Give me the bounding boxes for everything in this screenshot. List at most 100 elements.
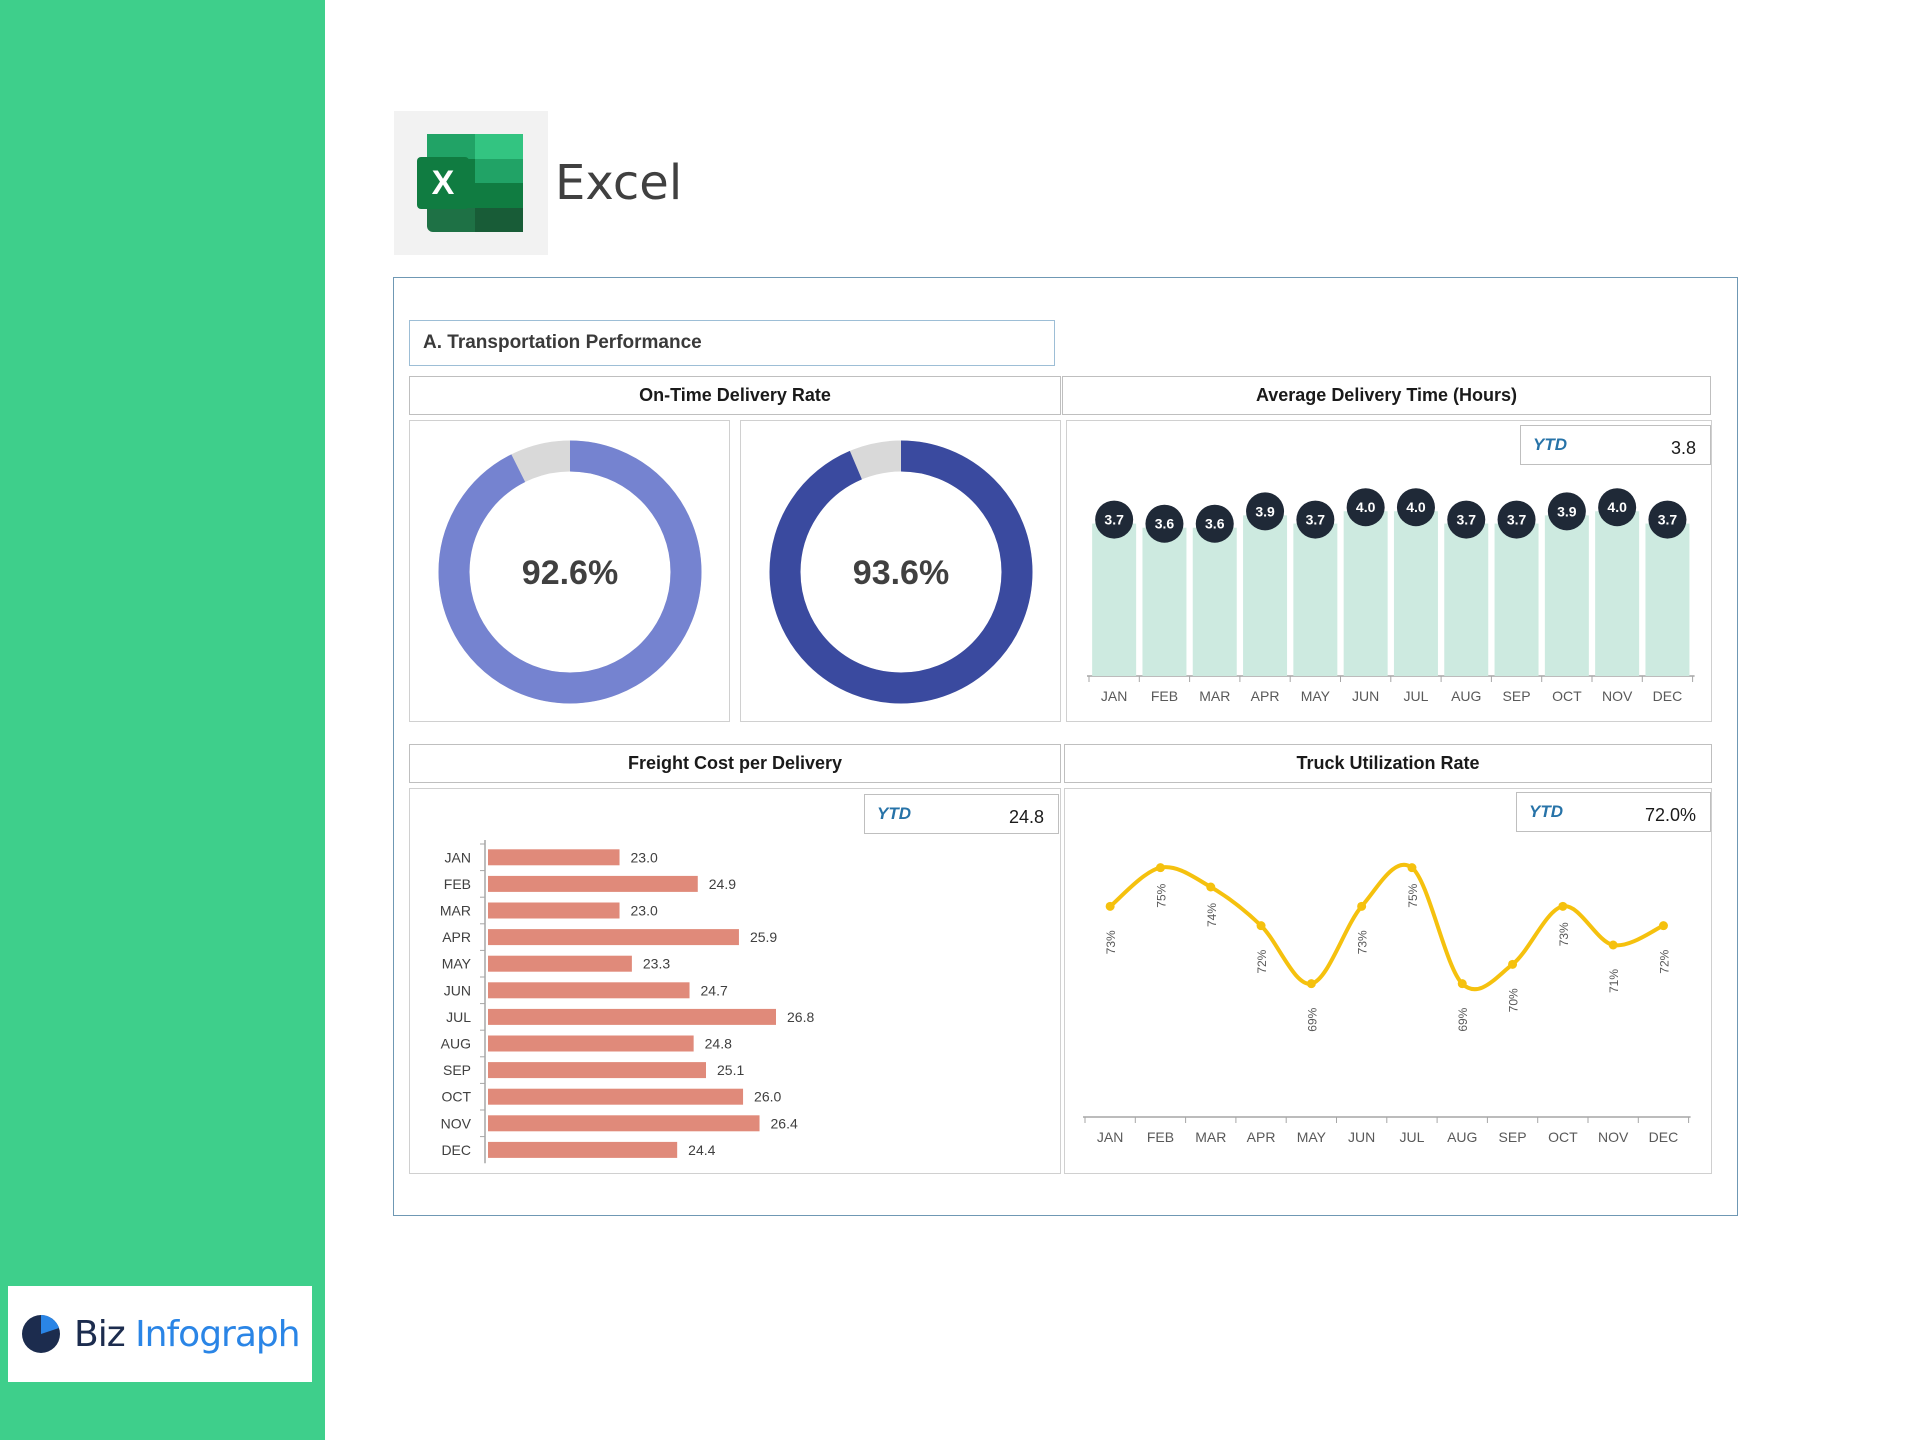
point-jan bbox=[1105, 901, 1115, 911]
donut-chart-2: 93.6% bbox=[769, 440, 1033, 704]
x-tick-label: FEB bbox=[1151, 688, 1178, 704]
bar-oct bbox=[488, 1088, 744, 1105]
excel-x-letter: X bbox=[432, 164, 455, 202]
truck-line-chart: 73% JAN 75% FEB 74% MAR 72% APR 69% MAY 73% JUN 75% J… bbox=[1083, 862, 1691, 1145]
bar-sep bbox=[1494, 523, 1539, 676]
y-tick-label: JUL bbox=[446, 1009, 471, 1025]
bar-sep bbox=[488, 1062, 706, 1079]
avg-time-bar-chart: 3.7 JAN 3.6 FEB 3.6 MAR 3.9 APR 3.7 MAY 4.0 JUN 4.0 J… bbox=[1087, 488, 1695, 704]
point-nov bbox=[1608, 940, 1618, 950]
point-may bbox=[1306, 979, 1316, 989]
data-label: 24.9 bbox=[709, 876, 736, 892]
point-aug bbox=[1457, 979, 1467, 989]
x-tick-label: JUN bbox=[1348, 1129, 1375, 1145]
bar-aug bbox=[1444, 523, 1489, 676]
section-title: A. Transportation Performance bbox=[409, 320, 1055, 366]
data-label-bubble bbox=[1497, 500, 1536, 539]
bar-mar bbox=[1192, 527, 1237, 676]
x-tick-label: NOV bbox=[1598, 1129, 1629, 1145]
bar-may bbox=[488, 955, 632, 972]
freight-panel: JAN 23.0 FEB 24.9 MAR 23.0 APR 25.9 MAY 23.3 JUN 24… bbox=[409, 788, 1061, 1174]
y-tick-label: DEC bbox=[441, 1142, 471, 1158]
data-label: 24.7 bbox=[701, 982, 728, 998]
ytd-label: YTD bbox=[877, 804, 911, 823]
data-label: 23.0 bbox=[631, 903, 658, 919]
data-label: 3.9 bbox=[1255, 503, 1275, 519]
data-label: 24.4 bbox=[688, 1142, 715, 1158]
data-label: 3.7 bbox=[1658, 512, 1678, 528]
donut-panel-1: 92.6% bbox=[409, 420, 730, 722]
y-tick-label: APR bbox=[442, 929, 471, 945]
point-apr bbox=[1256, 921, 1266, 931]
bar-mar bbox=[488, 902, 620, 919]
data-label-bubble bbox=[1648, 500, 1687, 539]
y-tick-label: AUG bbox=[441, 1036, 471, 1052]
x-tick-label: FEB bbox=[1147, 1129, 1174, 1145]
ytd-value: 24.8 bbox=[1008, 807, 1044, 827]
donut-value-slice bbox=[438, 440, 702, 704]
data-label: 24.8 bbox=[705, 1036, 732, 1052]
data-label: 73% bbox=[1356, 930, 1370, 954]
bar-jan bbox=[488, 849, 620, 866]
bar-jul bbox=[488, 1008, 776, 1025]
data-label-bubble bbox=[1396, 488, 1435, 527]
data-label: 74% bbox=[1205, 903, 1219, 927]
y-tick-label: FEB bbox=[444, 876, 471, 892]
data-label: 72% bbox=[1657, 949, 1671, 973]
point-mar bbox=[1206, 882, 1216, 892]
freight-title: Freight Cost per Delivery bbox=[409, 744, 1061, 783]
ytd-label: YTD bbox=[1529, 802, 1563, 821]
x-tick-label: JUL bbox=[1399, 1129, 1424, 1145]
bar-jan bbox=[1092, 523, 1137, 676]
data-label: 25.9 bbox=[750, 929, 777, 945]
y-tick-label: MAR bbox=[440, 903, 471, 919]
bar-nov bbox=[488, 1115, 760, 1132]
ytd-label: YTD bbox=[1533, 435, 1567, 454]
bar-jul bbox=[1393, 511, 1438, 676]
data-label: 25.1 bbox=[717, 1062, 744, 1078]
x-tick-label: AUG bbox=[1451, 688, 1481, 704]
bar-may bbox=[1293, 523, 1338, 676]
data-label: 26.8 bbox=[787, 1009, 814, 1025]
bar-oct bbox=[1544, 515, 1589, 676]
bar-jun bbox=[488, 982, 690, 999]
data-label: 4.0 bbox=[1356, 499, 1376, 515]
x-tick-label: APR bbox=[1251, 688, 1280, 704]
data-label: 70% bbox=[1507, 988, 1521, 1012]
x-tick-label: DEC bbox=[1653, 688, 1683, 704]
point-sep bbox=[1508, 959, 1518, 969]
x-tick-label: DEC bbox=[1649, 1129, 1679, 1145]
donut-center-label: 93.6% bbox=[853, 554, 949, 592]
data-label-bubble bbox=[1246, 492, 1285, 531]
data-label: 75% bbox=[1406, 883, 1420, 907]
data-label: 26.0 bbox=[754, 1089, 781, 1105]
data-label: 75% bbox=[1154, 883, 1168, 907]
data-label: 3.9 bbox=[1557, 503, 1577, 519]
data-label: 71% bbox=[1607, 969, 1621, 993]
bar-dec bbox=[488, 1141, 678, 1158]
x-tick-label: MAY bbox=[1301, 688, 1331, 704]
brand-name: Biz Infograph bbox=[74, 1313, 301, 1355]
x-tick-label: MAR bbox=[1199, 688, 1230, 704]
data-label: 73% bbox=[1104, 930, 1118, 954]
x-tick-label: MAY bbox=[1297, 1129, 1327, 1145]
y-tick-label: NOV bbox=[441, 1115, 472, 1131]
excel-icon: X bbox=[417, 134, 523, 232]
point-dec bbox=[1658, 921, 1668, 931]
x-tick-label: NOV bbox=[1602, 688, 1633, 704]
y-tick-label: MAY bbox=[442, 956, 472, 972]
donut-center-label: 92.6% bbox=[522, 554, 618, 592]
excel-logo-tile: X bbox=[394, 111, 548, 255]
point-oct bbox=[1558, 901, 1568, 911]
data-label: 69% bbox=[1305, 1007, 1319, 1031]
y-tick-label: JAN bbox=[445, 849, 471, 865]
data-label-bubble bbox=[1195, 504, 1234, 543]
data-label: 3.7 bbox=[1306, 512, 1326, 528]
point-jul bbox=[1407, 863, 1417, 873]
data-label: 3.6 bbox=[1155, 516, 1175, 532]
avg-time-title: Average Delivery Time (Hours) bbox=[1062, 376, 1711, 415]
truck-title: Truck Utilization Rate bbox=[1064, 744, 1712, 783]
bar-aug bbox=[488, 1035, 694, 1052]
data-label: 4.0 bbox=[1406, 499, 1426, 515]
app-title: Excel bbox=[555, 155, 683, 211]
